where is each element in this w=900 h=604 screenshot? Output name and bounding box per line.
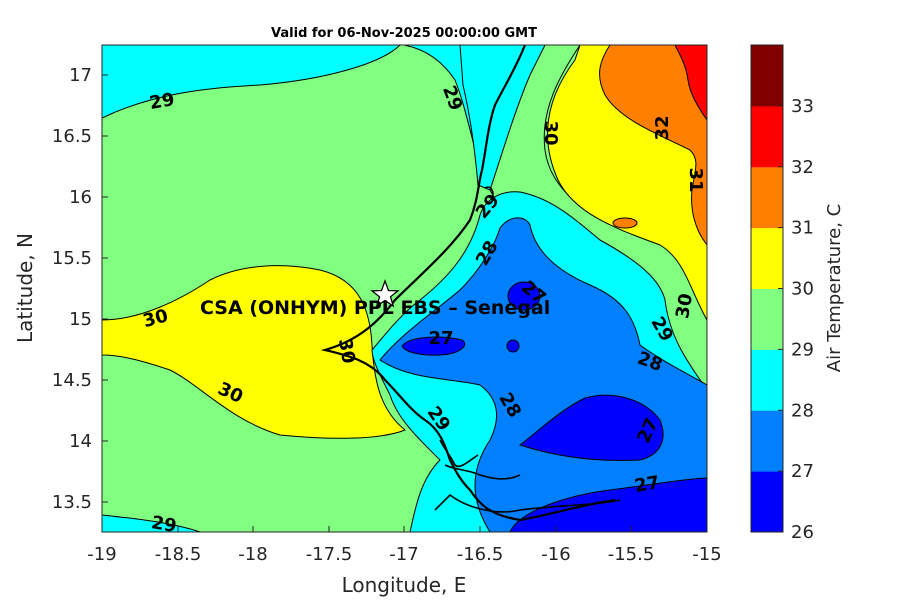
x-tick-label: -15 [692,544,721,565]
x-tick-label: -18 [238,544,267,565]
x-tick-label: -17 [389,544,418,565]
gambia-border [434,439,621,513]
colorbar: 26 27 28 29 30 31 32 33 Air Temperature, C [750,44,845,543]
colorbar-band [751,410,783,472]
map-area [102,45,707,532]
x-tick-label: -17.5 [306,544,353,565]
y-tick-label: 13.5 [52,492,92,513]
contour-label: 30 [540,120,561,145]
contour-label: 29 [150,512,178,537]
colorbar-band [751,105,783,168]
y-axis-label: Latitude, N [13,233,37,343]
band-26-27-spot-a [507,281,541,311]
band-26-27-southeast [518,394,664,461]
y-tick-label: 14 [69,431,92,452]
colorbar-band [751,288,783,350]
x-axis: -19 -18.5 -18 -17.5 -17 -16.5 -16 -15.5 … [87,526,722,597]
contour-label: 32 [652,115,673,140]
colorbar-band [751,349,783,411]
colorbar-tick-label: 33 [791,96,814,117]
band-31-32-northeast [599,45,707,246]
x-tick-label: -18.5 [155,544,202,565]
contour-label: 27 [633,472,661,497]
x-tick-label: -15.5 [608,544,655,565]
y-axis: 13.5 14 14.5 15 15.5 16 16.5 17 Latitude… [13,65,108,513]
contour-label: 30 [672,292,697,320]
colorbar-band [751,45,783,107]
colorbar-band [751,227,783,289]
colorbar-band [751,166,783,229]
contour-label: 31 [685,167,706,192]
star-icon [370,279,400,308]
y-tick-label: 16.5 [52,126,92,147]
band-26-27-spot-b [506,339,520,353]
contour-label: 29 [148,89,176,114]
band-28-29-north-strip [102,45,401,119]
y-tick-label: 17 [69,65,92,86]
x-tick-label: -16.5 [457,544,504,565]
colorbar-tick-label: 31 [791,218,814,239]
station-label: CSA (ONHYM) PPL EBS – Senegal [200,297,550,319]
band-26-27-south [509,477,707,532]
y-tick-label: 14.5 [52,370,92,391]
colorbar-tick-label: 29 [791,339,814,360]
colorbar-tick-label: 30 [791,279,814,300]
contour-label: 27 [428,328,453,349]
colorbar-label: Air Temperature, C [824,204,845,372]
river-senegal [484,186,494,201]
band-31-32-spot [612,217,638,229]
map-title: Valid for 06-Nov-2025 00:00:00 GMT [271,26,537,41]
colorbar-tick-label: 26 [791,522,814,543]
contour-label: 30 [334,337,359,365]
band-32-33-northeast [674,45,707,121]
band-30-31-west [102,265,406,439]
x-axis-label: Longitude, E [342,573,467,597]
colorbar-band [751,471,783,533]
x-tick-label: -16 [541,544,570,565]
colorbar-tick-label: 27 [791,461,814,482]
colorbar-tick-label: 32 [791,157,814,178]
colorbar-tick-label: 28 [791,400,814,421]
y-tick-label: 16 [69,187,92,208]
x-tick-label: -19 [87,544,116,565]
y-tick-label: 15.5 [52,248,92,269]
coastline [320,45,616,522]
band-26-27-central [401,336,466,356]
y-tick-label: 15 [69,309,92,330]
